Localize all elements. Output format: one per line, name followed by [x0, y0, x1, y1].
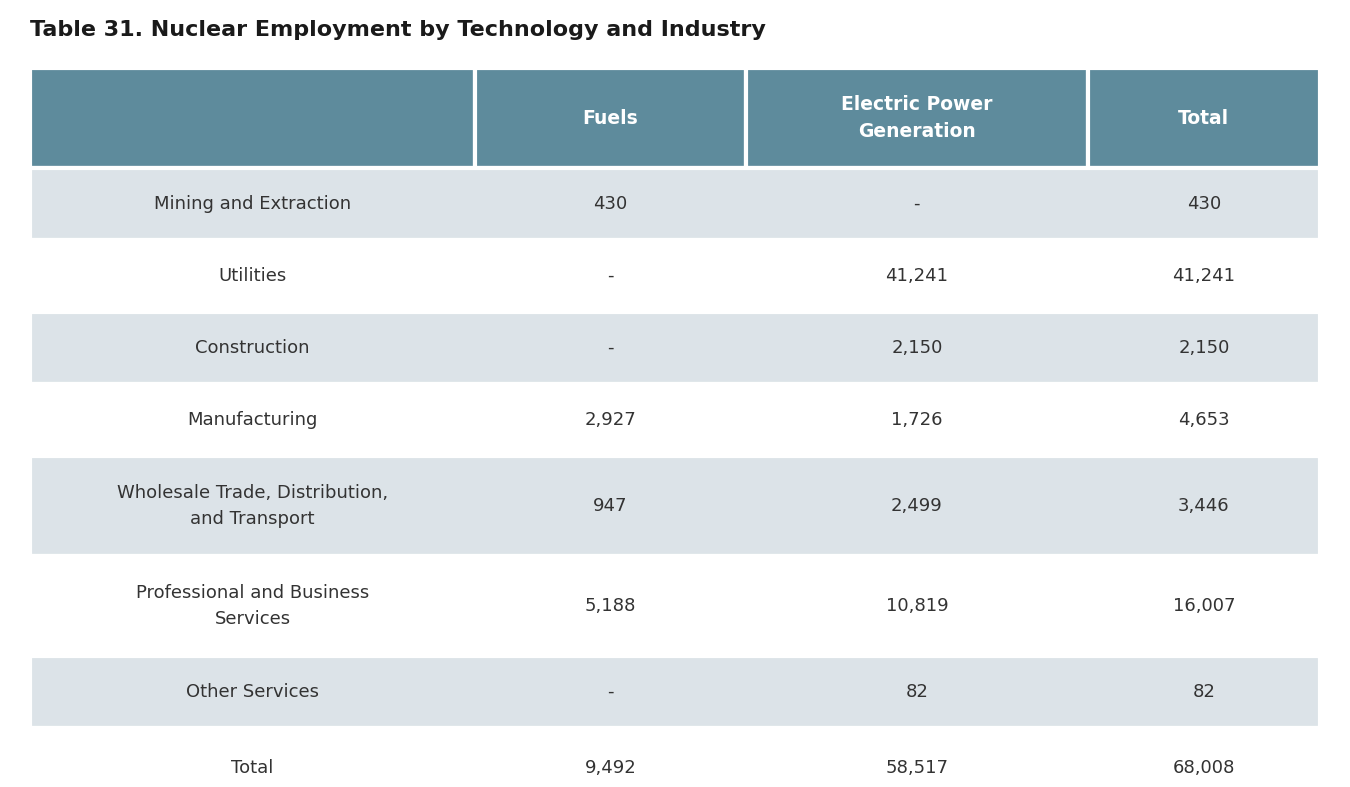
- Text: 82: 82: [1192, 683, 1215, 701]
- Bar: [30, 456, 1320, 556]
- Bar: [1088, 68, 1320, 168]
- Text: Manufacturing: Manufacturing: [188, 411, 317, 429]
- Text: 2,150: 2,150: [891, 339, 942, 357]
- Text: 1,726: 1,726: [891, 411, 942, 429]
- Text: 9,492: 9,492: [585, 759, 636, 777]
- Text: 2,150: 2,150: [1179, 339, 1230, 357]
- Text: 2,499: 2,499: [891, 497, 942, 515]
- Text: 16,007: 16,007: [1173, 597, 1235, 615]
- Text: Construction: Construction: [196, 339, 309, 357]
- Text: 5,188: 5,188: [585, 597, 636, 615]
- Bar: [30, 312, 1320, 384]
- Text: 41,241: 41,241: [1172, 267, 1235, 285]
- Text: Professional and Business
Services: Professional and Business Services: [136, 585, 369, 627]
- Text: Other Services: Other Services: [186, 683, 319, 701]
- Text: 68,008: 68,008: [1173, 759, 1235, 777]
- Text: 430: 430: [1187, 195, 1220, 213]
- Text: Wholesale Trade, Distribution,
and Transport: Wholesale Trade, Distribution, and Trans…: [117, 485, 387, 527]
- Text: Total: Total: [1179, 109, 1230, 127]
- Text: Table 31. Nuclear Employment by Technology and Industry: Table 31. Nuclear Employment by Technolo…: [30, 20, 765, 40]
- Text: -: -: [608, 683, 614, 701]
- Text: 2,927: 2,927: [585, 411, 636, 429]
- Bar: [30, 168, 1320, 240]
- Bar: [747, 68, 1088, 168]
- Text: 10,819: 10,819: [886, 597, 948, 615]
- Text: -: -: [608, 267, 614, 285]
- Bar: [30, 656, 1320, 728]
- Bar: [30, 556, 1320, 656]
- Text: 4,653: 4,653: [1179, 411, 1230, 429]
- Text: Utilities: Utilities: [219, 267, 286, 285]
- Text: 41,241: 41,241: [886, 267, 948, 285]
- Bar: [30, 728, 1320, 787]
- Text: Total: Total: [231, 759, 274, 777]
- Text: Fuels: Fuels: [583, 109, 639, 127]
- Text: Electric Power
Generation: Electric Power Generation: [841, 95, 992, 141]
- Bar: [30, 240, 1320, 312]
- Text: -: -: [914, 195, 921, 213]
- Text: 430: 430: [594, 195, 628, 213]
- Text: 82: 82: [906, 683, 929, 701]
- Text: 947: 947: [593, 497, 628, 515]
- Text: -: -: [608, 339, 614, 357]
- Text: 3,446: 3,446: [1179, 497, 1230, 515]
- Bar: [475, 68, 747, 168]
- Bar: [30, 68, 475, 168]
- Text: Mining and Extraction: Mining and Extraction: [154, 195, 351, 213]
- Text: 58,517: 58,517: [886, 759, 948, 777]
- Bar: [30, 384, 1320, 456]
